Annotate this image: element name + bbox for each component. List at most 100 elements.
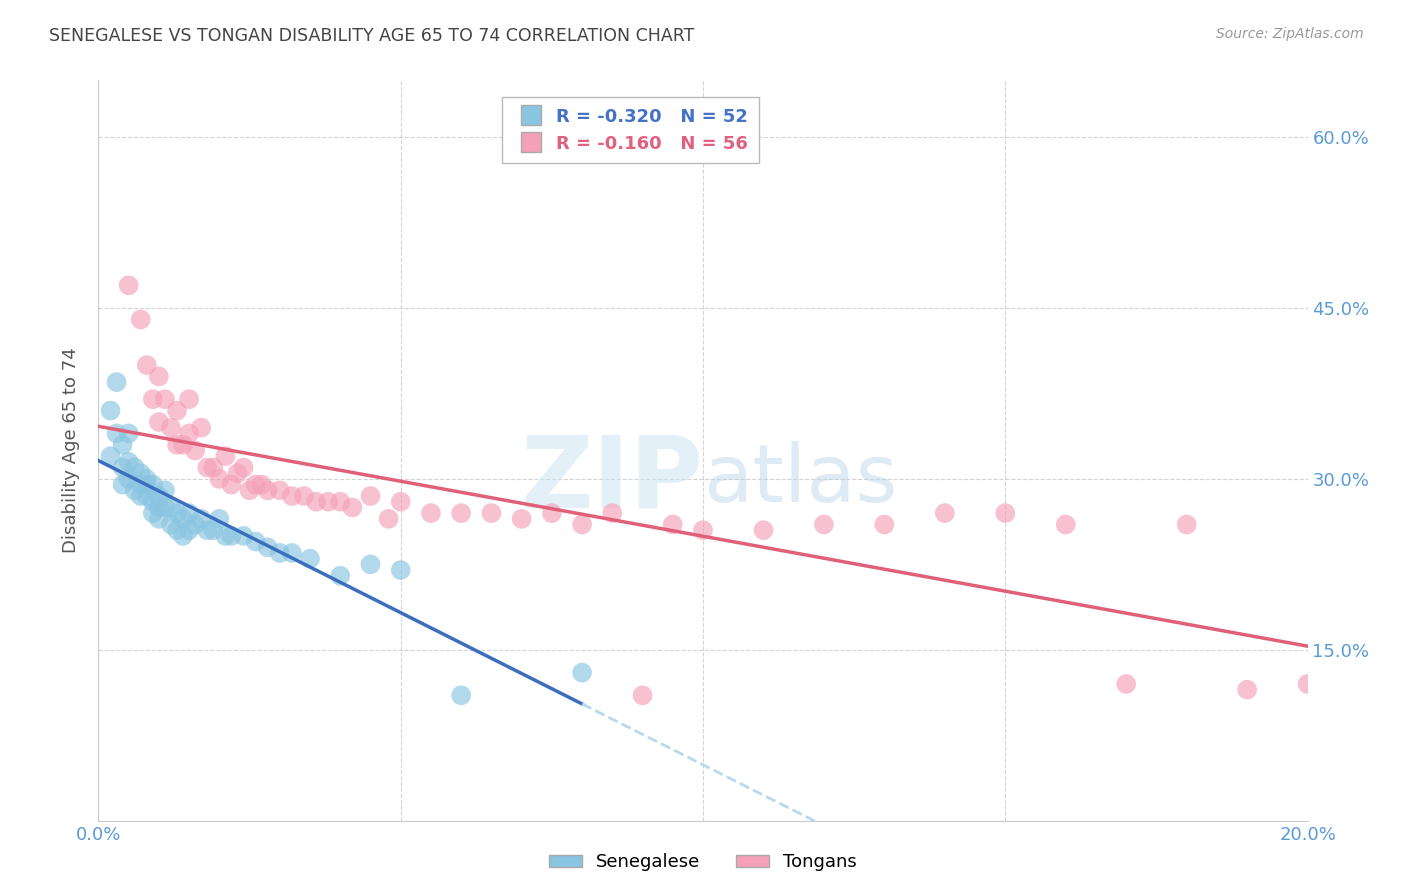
- Point: [450, 506, 472, 520]
- Point: [148, 500, 170, 515]
- Point: [1175, 517, 1198, 532]
- Point: [129, 467, 152, 481]
- Point: [281, 546, 304, 560]
- Point: [166, 438, 188, 452]
- Point: [195, 460, 218, 475]
- Point: [316, 494, 339, 508]
- Point: [420, 506, 443, 520]
- Point: [160, 517, 183, 532]
- Point: [166, 506, 188, 520]
- Point: [208, 472, 231, 486]
- Point: [250, 477, 273, 491]
- Point: [239, 483, 262, 498]
- Point: [202, 523, 225, 537]
- Point: [994, 506, 1017, 520]
- Point: [245, 477, 267, 491]
- Point: [214, 529, 236, 543]
- Point: [111, 460, 134, 475]
- Point: [142, 477, 165, 491]
- Point: [232, 460, 254, 475]
- Point: [661, 517, 683, 532]
- Point: [1054, 517, 1077, 532]
- Y-axis label: Disability Age 65 to 74: Disability Age 65 to 74: [62, 348, 80, 553]
- Point: [166, 403, 188, 417]
- Point: [389, 563, 412, 577]
- Point: [142, 392, 165, 407]
- Point: [232, 529, 254, 543]
- Point: [245, 534, 267, 549]
- Point: [221, 477, 243, 491]
- Point: [148, 415, 170, 429]
- Point: [153, 392, 176, 407]
- Point: [195, 523, 218, 537]
- Point: [256, 541, 278, 555]
- Point: [190, 512, 212, 526]
- Point: [179, 392, 201, 407]
- Point: [692, 523, 714, 537]
- Point: [100, 403, 122, 417]
- Point: [179, 506, 201, 520]
- Point: [602, 506, 624, 520]
- Point: [148, 369, 170, 384]
- Point: [153, 500, 176, 515]
- Legend: Senegalese, Tongans: Senegalese, Tongans: [541, 847, 865, 879]
- Point: [124, 460, 146, 475]
- Point: [190, 420, 212, 434]
- Point: [1115, 677, 1137, 691]
- Point: [153, 483, 176, 498]
- Point: [129, 489, 152, 503]
- Text: atlas: atlas: [703, 441, 897, 519]
- Point: [256, 483, 278, 498]
- Point: [873, 517, 896, 532]
- Point: [752, 523, 775, 537]
- Point: [172, 529, 194, 543]
- Point: [179, 426, 201, 441]
- Point: [1236, 682, 1258, 697]
- Point: [105, 426, 128, 441]
- Point: [129, 477, 152, 491]
- Point: [360, 489, 382, 503]
- Point: [360, 558, 382, 572]
- Point: [148, 512, 170, 526]
- Point: [160, 420, 183, 434]
- Point: [269, 483, 291, 498]
- Point: [214, 449, 236, 463]
- Point: [105, 375, 128, 389]
- Legend: R = -0.320   N = 52, R = -0.160   N = 56: R = -0.320 N = 52, R = -0.160 N = 56: [502, 96, 759, 163]
- Point: [172, 438, 194, 452]
- Point: [111, 477, 134, 491]
- Point: [172, 512, 194, 526]
- Point: [135, 477, 157, 491]
- Point: [450, 689, 472, 703]
- Point: [148, 489, 170, 503]
- Point: [118, 426, 141, 441]
- Point: [118, 455, 141, 469]
- Point: [292, 489, 315, 503]
- Point: [481, 506, 503, 520]
- Text: SENEGALESE VS TONGAN DISABILITY AGE 65 TO 74 CORRELATION CHART: SENEGALESE VS TONGAN DISABILITY AGE 65 T…: [49, 27, 695, 45]
- Point: [111, 438, 134, 452]
- Point: [389, 494, 412, 508]
- Point: [160, 500, 183, 515]
- Point: [202, 460, 225, 475]
- Point: [571, 665, 593, 680]
- Point: [631, 689, 654, 703]
- Point: [142, 506, 165, 520]
- Text: Source: ZipAtlas.com: Source: ZipAtlas.com: [1216, 27, 1364, 41]
- Point: [510, 512, 533, 526]
- Point: [305, 494, 328, 508]
- Point: [118, 472, 141, 486]
- Point: [226, 467, 249, 481]
- Point: [221, 529, 243, 543]
- Point: [540, 506, 562, 520]
- Point: [934, 506, 956, 520]
- Point: [166, 523, 188, 537]
- Point: [208, 512, 231, 526]
- Point: [179, 523, 201, 537]
- Point: [813, 517, 835, 532]
- Point: [377, 512, 399, 526]
- Point: [329, 568, 352, 582]
- Point: [184, 517, 207, 532]
- Point: [184, 443, 207, 458]
- Point: [129, 312, 152, 326]
